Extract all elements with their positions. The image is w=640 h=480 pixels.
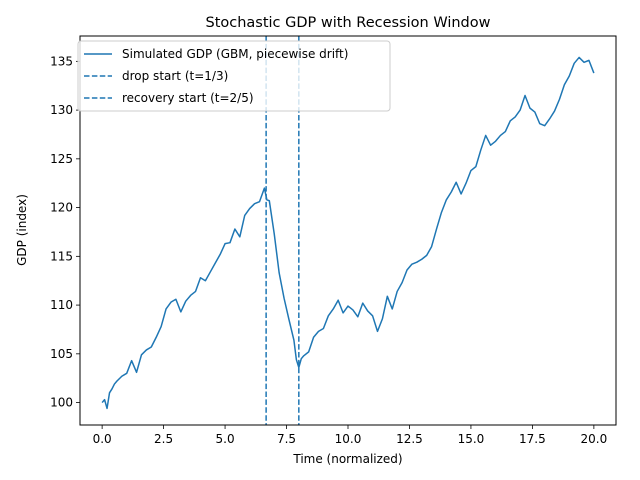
y-tick-label: 125 [50, 152, 73, 166]
legend: Simulated GDP (GBM, piecewise drift) dro… [77, 40, 391, 112]
y-tick-label: 135 [50, 54, 73, 68]
x-tick-label: 5.0 [216, 432, 235, 446]
x-tick-label: 10.0 [335, 432, 362, 446]
legend-label-drop-start: drop start (t=1/3) [122, 69, 228, 83]
y-tick-label: 120 [50, 201, 73, 215]
y-tick-label: 115 [50, 249, 73, 263]
legend-label-gdp: Simulated GDP (GBM, piecewise drift) [122, 47, 348, 61]
legend-label-recovery-start: recovery start (t=2/5) [122, 91, 254, 105]
x-tick-label: 15.0 [458, 432, 485, 446]
y-tick-label: 100 [50, 396, 73, 410]
y-axis: 100 105 110 115 120 125 130 135 [50, 54, 80, 410]
series-line-gdp [101, 56, 595, 410]
legend-box [77, 40, 391, 112]
y-tick-label: 110 [50, 298, 73, 312]
x-tick-label: 0.0 [93, 432, 112, 446]
x-tick-label: 2.5 [154, 432, 173, 446]
chart-title: Stochastic GDP with Recession Window [205, 15, 490, 31]
x-tick-label: 20.0 [581, 432, 608, 446]
x-axis-label: Time (normalized) [292, 452, 402, 466]
x-tick-label: 12.5 [396, 432, 423, 446]
x-axis: 0.0 2.5 5.0 7.5 10.0 12.5 15.0 17.5 20.0 [93, 425, 608, 446]
y-axis-label: GDP (index) [15, 194, 29, 266]
y-tick-label: 105 [50, 347, 73, 361]
x-tick-label: 17.5 [519, 432, 546, 446]
axes-frame [79, 35, 617, 426]
y-tick-label: 130 [50, 103, 73, 117]
x-tick-label: 7.5 [277, 432, 296, 446]
